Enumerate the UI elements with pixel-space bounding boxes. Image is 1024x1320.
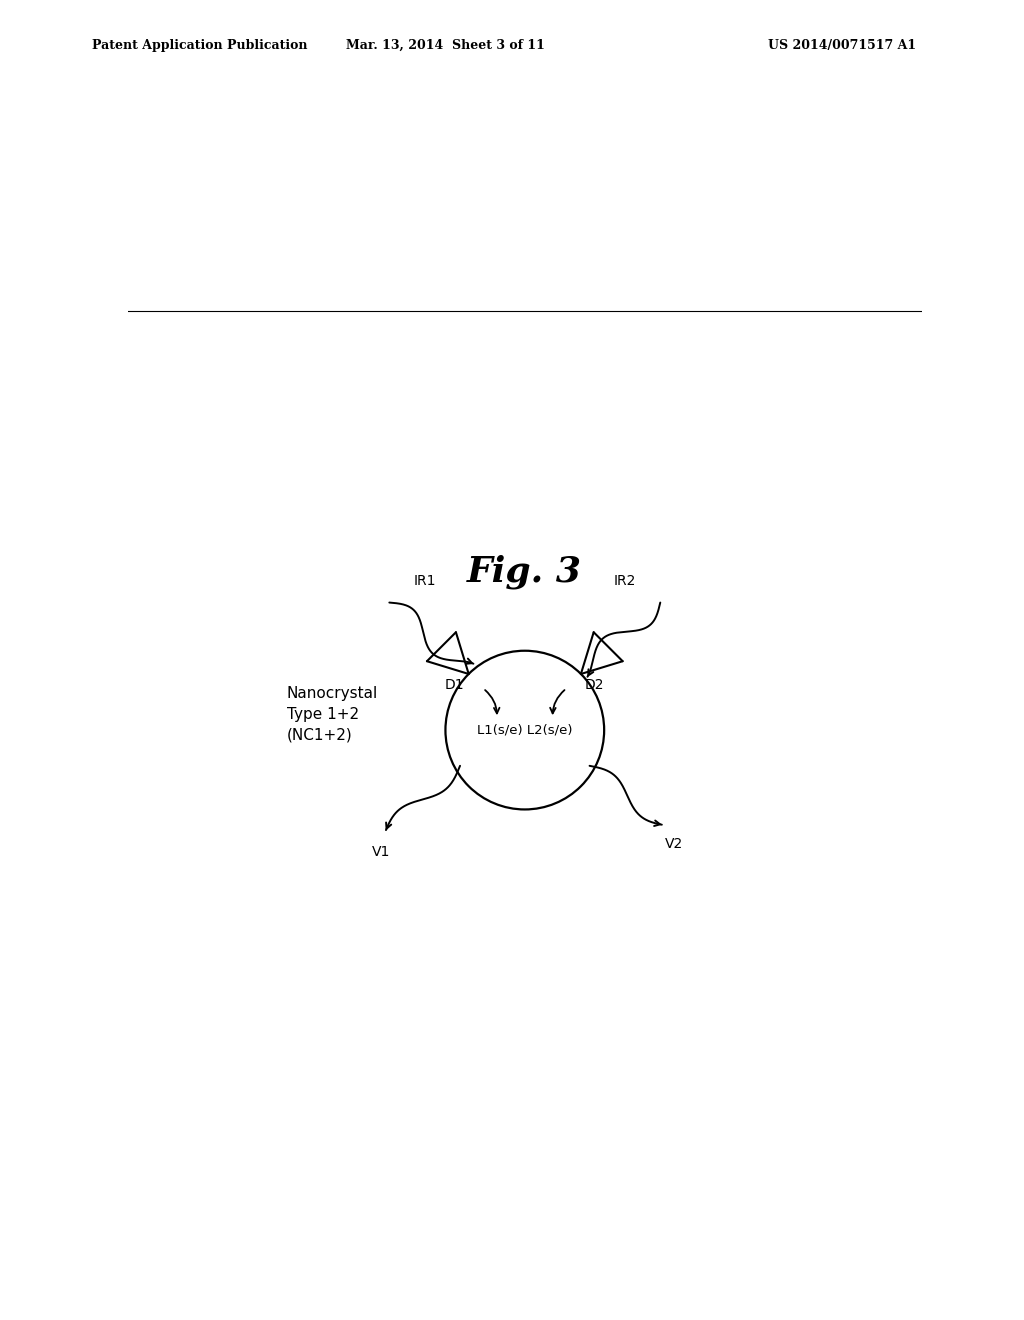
Text: US 2014/0071517 A1: US 2014/0071517 A1 <box>768 38 916 51</box>
Text: Mar. 13, 2014  Sheet 3 of 11: Mar. 13, 2014 Sheet 3 of 11 <box>346 38 545 51</box>
Text: IR1: IR1 <box>414 574 436 589</box>
Text: D1: D1 <box>445 678 465 692</box>
Text: V1: V1 <box>372 845 390 859</box>
Text: IR2: IR2 <box>613 574 636 589</box>
Text: Patent Application Publication: Patent Application Publication <box>92 38 307 51</box>
Text: D2: D2 <box>585 678 604 692</box>
Text: Fig. 3: Fig. 3 <box>467 554 583 589</box>
Text: Nanocrystal
Type 1+2
(NC1+2): Nanocrystal Type 1+2 (NC1+2) <box>287 685 378 743</box>
Text: V2: V2 <box>666 837 684 851</box>
Text: L1(s/e) L2(s/e): L1(s/e) L2(s/e) <box>477 723 572 737</box>
